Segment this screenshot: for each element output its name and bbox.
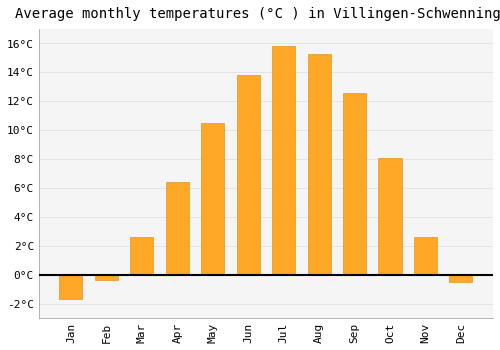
Bar xyxy=(166,182,189,275)
Bar xyxy=(414,237,437,275)
Bar xyxy=(130,237,154,275)
Bar xyxy=(272,47,295,275)
Bar xyxy=(378,158,402,275)
Bar xyxy=(343,93,366,275)
Bar xyxy=(60,275,82,299)
Bar xyxy=(450,275,472,282)
Title: Average monthly temperatures (°C ) in Villingen-Schwenningen: Average monthly temperatures (°C ) in Vi… xyxy=(14,7,500,21)
Bar xyxy=(308,54,330,275)
Bar xyxy=(201,123,224,275)
Bar xyxy=(95,275,118,280)
Bar xyxy=(236,75,260,275)
